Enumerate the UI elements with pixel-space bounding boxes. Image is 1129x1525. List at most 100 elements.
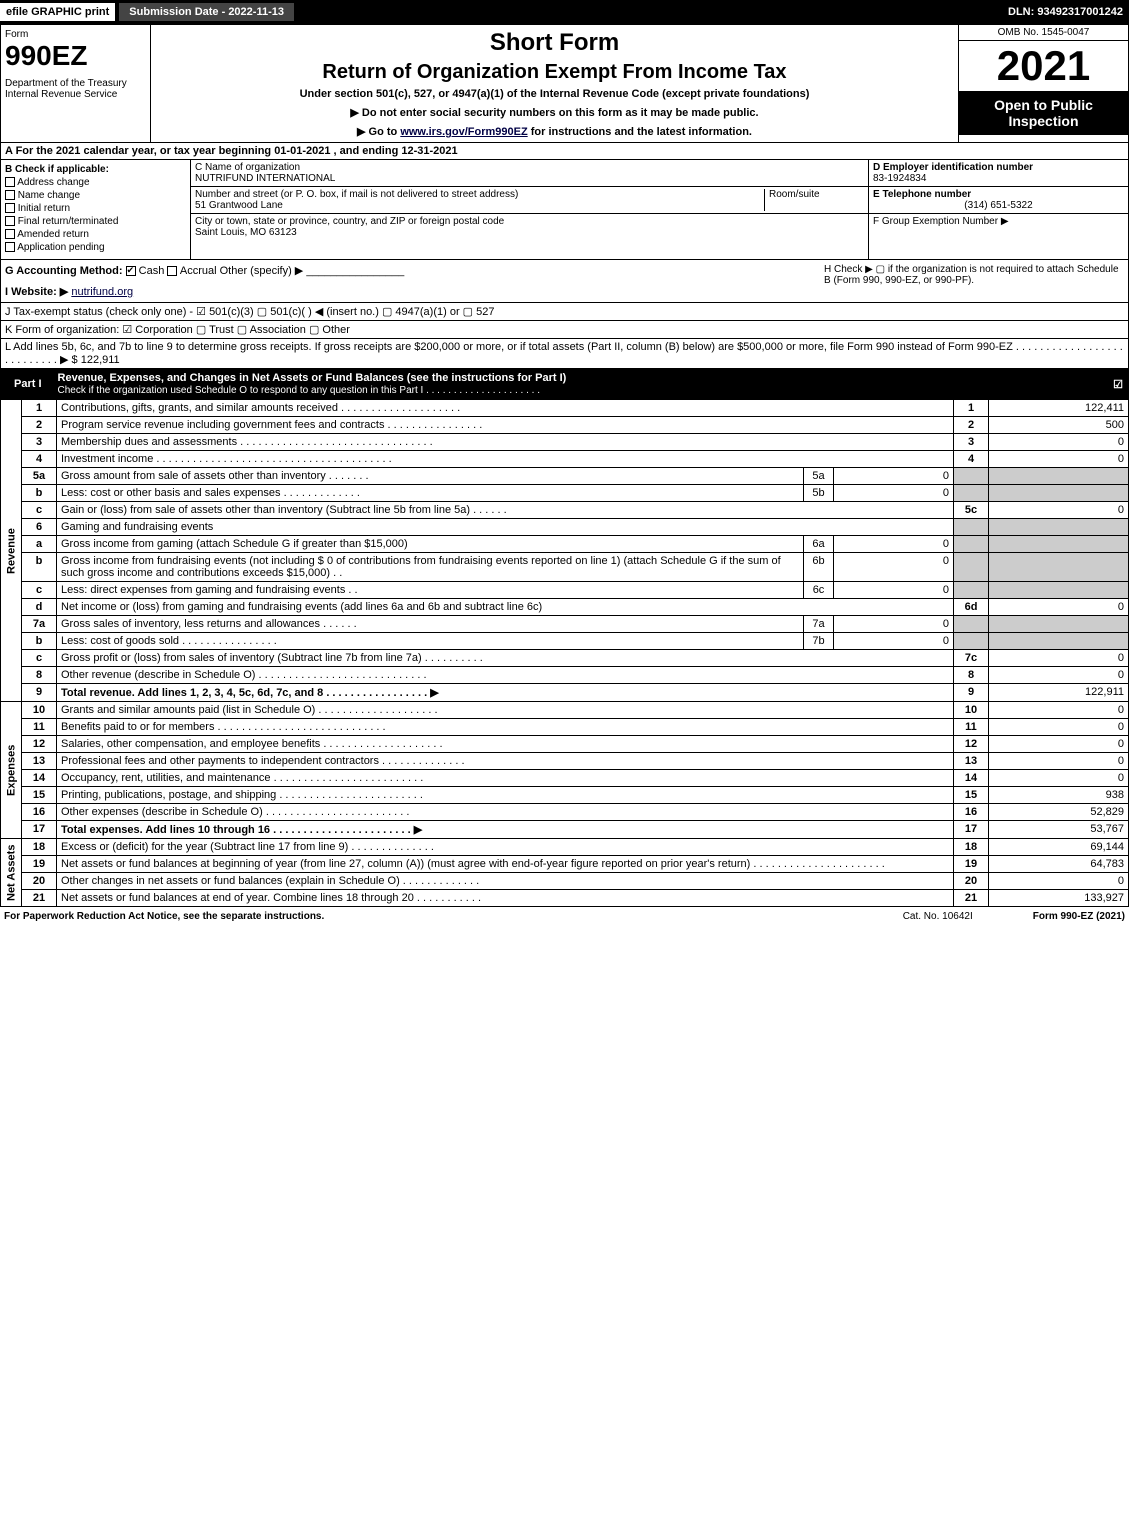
header-mid: Short Form Return of Organization Exempt… — [151, 25, 958, 142]
website-link[interactable]: nutrifund.org — [71, 286, 133, 298]
phone: (314) 651-5322 — [873, 200, 1124, 211]
opt-amended: Amended return — [5, 229, 186, 240]
part-1-check: ☑ — [1113, 378, 1123, 391]
line-7b: b Less: cost of goods sold . . . . . . .… — [1, 633, 1129, 650]
section-b-label: B Check if applicable: — [5, 164, 186, 175]
footer-left: For Paperwork Reduction Act Notice, see … — [4, 911, 903, 922]
org-name: NUTRIFUND INTERNATIONAL — [195, 173, 864, 184]
line-6b: b Gross income from fundraising events (… — [1, 553, 1129, 582]
line-5c: c Gain or (loss) from sale of assets oth… — [1, 502, 1129, 519]
return-title: Return of Organization Exempt From Incom… — [155, 61, 954, 84]
row-l: L Add lines 5b, 6c, and 7b to line 9 to … — [0, 339, 1129, 369]
opt-pending: Application pending — [5, 242, 186, 253]
row-g: G Accounting Method: Cash Accrual Other … — [5, 264, 824, 298]
line-5b: b Less: cost or other basis and sales ex… — [1, 485, 1129, 502]
footer: For Paperwork Reduction Act Notice, see … — [0, 907, 1129, 926]
row-k: K Form of organization: ☑ Corporation ▢ … — [0, 321, 1129, 339]
instruction-2: ▶ Go to www.irs.gov/Form990EZ for instru… — [155, 125, 954, 138]
other-label: Other (specify) ▶ — [220, 265, 304, 277]
part-1-subtitle: Check if the organization used Schedule … — [58, 385, 540, 396]
line-1-desc: Contributions, gifts, grants, and simila… — [57, 400, 954, 417]
line-14: 14 Occupancy, rent, utilities, and maint… — [1, 770, 1129, 787]
info-grid: B Check if applicable: Address change Na… — [0, 160, 1129, 260]
lines-table: Revenue 1 Contributions, gifts, grants, … — [0, 399, 1129, 907]
opt-final-return: Final return/terminated — [5, 216, 186, 227]
line-16: 16 Other expenses (describe in Schedule … — [1, 804, 1129, 821]
irs-link[interactable]: www.irs.gov/Form990EZ — [400, 126, 527, 138]
cash-checkbox — [126, 266, 136, 276]
city-row: City or town, state or province, country… — [191, 214, 868, 240]
row-l-amount: 122,911 — [81, 354, 120, 366]
line-18: Net Assets 18 Excess or (deficit) for th… — [1, 839, 1129, 856]
line-5a: 5a Gross amount from sale of assets othe… — [1, 468, 1129, 485]
row-l-text: L Add lines 5b, 6c, and 7b to line 9 to … — [5, 341, 1123, 366]
line-8: 8 Other revenue (describe in Schedule O)… — [1, 667, 1129, 684]
part-1-title: Revenue, Expenses, and Changes in Net As… — [58, 372, 567, 384]
line-6a: a Gross income from gaming (attach Sched… — [1, 536, 1129, 553]
line-6: 6 Gaming and fundraising events — [1, 519, 1129, 536]
revenue-label: Revenue — [1, 400, 22, 702]
ein: 83-1924834 — [873, 173, 1124, 184]
line-13: 13 Professional fees and other payments … — [1, 753, 1129, 770]
row-j: J Tax-exempt status (check only one) - ☑… — [0, 303, 1129, 321]
part-1-header: Part I Revenue, Expenses, and Changes in… — [0, 369, 1129, 399]
street-label: Number and street (or P. O. box, if mail… — [195, 189, 764, 200]
phone-label: E Telephone number — [873, 189, 1124, 200]
ein-row: D Employer identification number 83-1924… — [869, 160, 1128, 187]
street: 51 Grantwood Lane — [195, 200, 764, 211]
top-bar: efile GRAPHIC print Submission Date - 20… — [0, 0, 1129, 24]
street-row: Number and street (or P. O. box, if mail… — [191, 187, 868, 214]
line-17: 17 Total expenses. Add lines 10 through … — [1, 821, 1129, 839]
section-a: A For the 2021 calendar year, or tax yea… — [0, 143, 1129, 160]
group-row: F Group Exemption Number ▶ — [869, 214, 1128, 229]
efile-label: efile GRAPHIC print — [0, 3, 115, 21]
line-1-amt: 122,411 — [989, 400, 1129, 417]
submission-date: Submission Date - 2022-11-13 — [119, 3, 294, 21]
dln: DLN: 93492317001242 — [1008, 6, 1129, 18]
expenses-label: Expenses — [1, 702, 22, 839]
city: Saint Louis, MO 63123 — [195, 227, 504, 238]
row-g-h: G Accounting Method: Cash Accrual Other … — [0, 260, 1129, 303]
inst2-pre: ▶ Go to — [357, 126, 400, 138]
part-1-label: Part I — [6, 376, 50, 392]
row-h: H Check ▶ ▢ if the organization is not r… — [824, 264, 1124, 298]
cash-label: Cash — [139, 265, 165, 277]
footer-right: Form 990-EZ (2021) — [1033, 911, 1125, 922]
line-20: 20 Other changes in net assets or fund b… — [1, 873, 1129, 890]
header-right: OMB No. 1545-0047 2021 Open to Public In… — [958, 25, 1128, 142]
line-6c: c Less: direct expenses from gaming and … — [1, 582, 1129, 599]
subtitle: Under section 501(c), 527, or 4947(a)(1)… — [155, 88, 954, 100]
line-1: Revenue 1 Contributions, gifts, grants, … — [1, 400, 1129, 417]
form-label: Form — [5, 29, 146, 40]
line-7c: c Gross profit or (loss) from sales of i… — [1, 650, 1129, 667]
line-9: 9 Total revenue. Add lines 1, 2, 3, 4, 5… — [1, 684, 1129, 702]
phone-row: E Telephone number (314) 651-5322 — [869, 187, 1128, 214]
form-header: Form 990EZ Department of the Treasury In… — [0, 24, 1129, 143]
row-i: I Website: ▶ nutrifund.org — [5, 285, 824, 298]
i-label: I Website: ▶ — [5, 286, 68, 298]
tax-year: 2021 — [959, 41, 1128, 91]
ein-label: D Employer identification number — [873, 162, 1124, 173]
omb-number: OMB No. 1545-0047 — [959, 25, 1128, 41]
line-19: 19 Net assets or fund balances at beginn… — [1, 856, 1129, 873]
org-name-row: C Name of organization NUTRIFUND INTERNA… — [191, 160, 868, 187]
short-form-title: Short Form — [155, 29, 954, 57]
line-6d: d Net income or (loss) from gaming and f… — [1, 599, 1129, 616]
line-11: 11 Benefits paid to or for members . . .… — [1, 719, 1129, 736]
instruction-1: ▶ Do not enter social security numbers o… — [155, 106, 954, 119]
header-left: Form 990EZ Department of the Treasury In… — [1, 25, 151, 142]
section-c: C Name of organization NUTRIFUND INTERNA… — [191, 160, 868, 259]
open-public: Open to Public Inspection — [959, 91, 1128, 135]
opt-address-change: Address change — [5, 177, 186, 188]
line-3: 3 Membership dues and assessments . . . … — [1, 434, 1129, 451]
line-2: 2 Program service revenue including gove… — [1, 417, 1129, 434]
section-b: B Check if applicable: Address change Na… — [1, 160, 191, 259]
dept-label: Department of the Treasury Internal Reve… — [5, 78, 146, 100]
footer-mid: Cat. No. 10642I — [903, 911, 973, 922]
accrual-checkbox — [167, 266, 177, 276]
form-number: 990EZ — [5, 40, 146, 72]
name-label: C Name of organization — [195, 162, 864, 173]
accrual-label: Accrual — [180, 265, 217, 277]
line-21: 21 Net assets or fund balances at end of… — [1, 890, 1129, 907]
section-d-e-f: D Employer identification number 83-1924… — [868, 160, 1128, 259]
